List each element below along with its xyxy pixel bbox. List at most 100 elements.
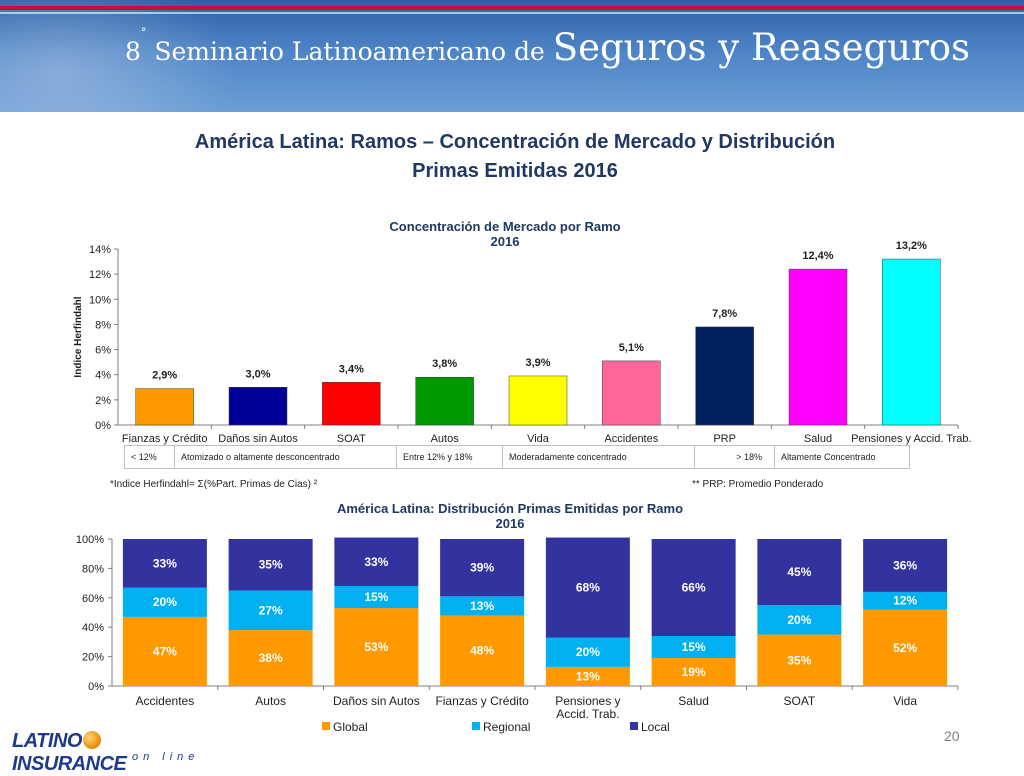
chart1-data-label: 3,4% [339, 363, 364, 375]
page-number: 20 [944, 728, 960, 744]
chart1-x-tick-label: Fianzas y Crédito [122, 433, 208, 445]
chart1-data-label: 3,0% [245, 368, 270, 380]
chart2-data-label: 15% [364, 590, 388, 604]
prp-note: ** PRP: Promedio Ponderado [692, 479, 824, 490]
banner-stripe-light [0, 12, 1024, 14]
chart2-x-tick-label: Vida [893, 694, 917, 708]
concentration-legend-table: < 12% Atomizado o altamente desconcentra… [124, 445, 910, 469]
seminar-title: 8° Seminario Latinoamericano de Seguros … [125, 26, 970, 69]
seminar-title-main: Seguros y Reaseguros [552, 26, 971, 69]
chart2-x-tick-label: Accid. Trab. [556, 707, 619, 721]
chart1-title: Concentración de Mercado por Ramo 2016 [340, 219, 670, 249]
chart2-bar-segment [651, 539, 736, 637]
chart2-bar-segment [545, 537, 630, 638]
logo-tagline: on line [132, 751, 200, 763]
chart2-data-label: 20% [153, 595, 177, 609]
chart2-bar-segment [228, 539, 313, 591]
chart2-data-label: 20% [787, 613, 811, 627]
chart2-bar-segment [757, 634, 842, 686]
chart2-bar-segment [545, 637, 630, 667]
legend-label-3: Altamente Concentrado [781, 452, 876, 462]
chart2-legend-label: Local [641, 720, 670, 734]
chart1-data-label: 3,8% [432, 358, 457, 370]
chart1-title-text: Concentración de Mercado por Ramo [389, 219, 621, 234]
seminar-ordinal: 8 [125, 37, 141, 66]
chart1-data-label: 12,4% [802, 250, 833, 262]
chart2-data-label: 33% [364, 555, 388, 569]
chart1-x-tick-label: Daños sin Autos [218, 433, 298, 445]
chart2-title: América Latina: Distribución Primas Emit… [290, 501, 730, 531]
chart2-bar-segment [334, 608, 419, 686]
chart2-data-label: 35% [259, 558, 283, 572]
chart2-y-tick-label: 20% [82, 652, 104, 664]
chart1-bar [788, 268, 848, 426]
chart1-y-tick-label: 4% [95, 370, 111, 382]
logo-ball-icon [82, 731, 101, 749]
chart1-data-label: 7,8% [712, 308, 737, 320]
logo-word-insurance: INSURANCE [12, 753, 127, 775]
chart1-bar [695, 326, 754, 426]
chart2-data-label: 13% [470, 599, 494, 613]
chart2-legend-swatch [630, 722, 638, 730]
chart2-data-label: 12% [893, 594, 917, 608]
chart1-x-tick-label: Pensiones y Accid. Trab. [851, 433, 971, 445]
slide-title-line1: América Latina: Ramos – Concentración de… [194, 131, 836, 153]
chart1-data-label: 2,9% [152, 370, 177, 382]
chart2-subtitle-text: 2016 [495, 516, 525, 531]
seminar-title-pre: Seminario Latinoamericano de [146, 37, 553, 66]
chart2-data-label: 36% [893, 558, 917, 572]
header-banner: 8° Seminario Latinoamericano de Seguros … [0, 0, 1024, 112]
legend-range-2: Entre 12% y 18% [397, 446, 503, 468]
chart1-x-tick-label: Vida [527, 433, 550, 445]
chart2-bar-segment [228, 590, 313, 631]
chart2-data-label: 19% [682, 665, 706, 679]
chart1-bar [508, 375, 568, 426]
chart2-x-tick-label: Daños sin Autos [333, 694, 420, 708]
chart1-y-tick-label: 8% [95, 319, 111, 331]
chart2-data-label: 47% [153, 644, 177, 658]
chart1-bar [882, 258, 941, 426]
chart2-bar-segment [440, 615, 525, 686]
chart2-bar-segment [863, 609, 948, 686]
chart2-y-tick-label: 40% [82, 622, 104, 634]
chart1-y-axis-label: Indice Herfindahl [73, 296, 84, 377]
chart2-data-label: 66% [682, 581, 706, 595]
chart2-bar-segment [440, 539, 525, 597]
chart2-data-label: 13% [576, 669, 600, 683]
chart2-bar-segment [863, 591, 948, 610]
chart2-x-tick-label: Pensiones y [555, 694, 620, 708]
legend-label-1: Atomizado o altamente desconcentrado [175, 446, 397, 468]
chart2-data-label: 53% [364, 640, 388, 654]
chart2-x-tick-label: Autos [255, 694, 286, 708]
chart1-data-label: 5,1% [619, 342, 644, 354]
seminar-ordinal-sup: ° [140, 26, 147, 39]
chart2-data-label: 33% [153, 556, 177, 570]
chart1-bar [135, 388, 194, 426]
chart2-bar-segment [757, 539, 842, 606]
chart1-y-tick-label: 6% [95, 345, 111, 357]
chart2-y-tick-label: 80% [82, 563, 104, 575]
legend-range-1: < 12% [125, 446, 175, 468]
chart2-data-label: 35% [787, 653, 811, 667]
slide-title-line2: Primas Emitidas 2016 [412, 160, 618, 182]
chart2-legend-label: Regional [483, 720, 530, 734]
chart2-x-tick-label: Salud [678, 694, 709, 708]
banner-stripe [0, 6, 1024, 10]
chart1-x-tick-label: Autos [431, 433, 460, 445]
chart1-x-tick-label: Salud [804, 433, 832, 445]
logo-word-latino: LATINO [12, 730, 82, 752]
chart1-bar [322, 382, 381, 426]
chart1-bar [602, 360, 661, 426]
chart2-bar-segment [122, 616, 207, 686]
chart2-legend-label: Global [333, 720, 368, 734]
chart2-data-label: 48% [470, 644, 494, 658]
chart2-x-tick-label: SOAT [783, 694, 815, 708]
chart1-y-tick-label: 12% [89, 269, 111, 281]
legend-range-3: > 18% [695, 446, 775, 468]
chart1-x-tick-label: SOAT [337, 433, 366, 445]
chart2-x-tick-label: Accidentes [136, 694, 195, 708]
chart2-data-label: 45% [787, 565, 811, 579]
chart2-bar-segment [228, 630, 313, 686]
